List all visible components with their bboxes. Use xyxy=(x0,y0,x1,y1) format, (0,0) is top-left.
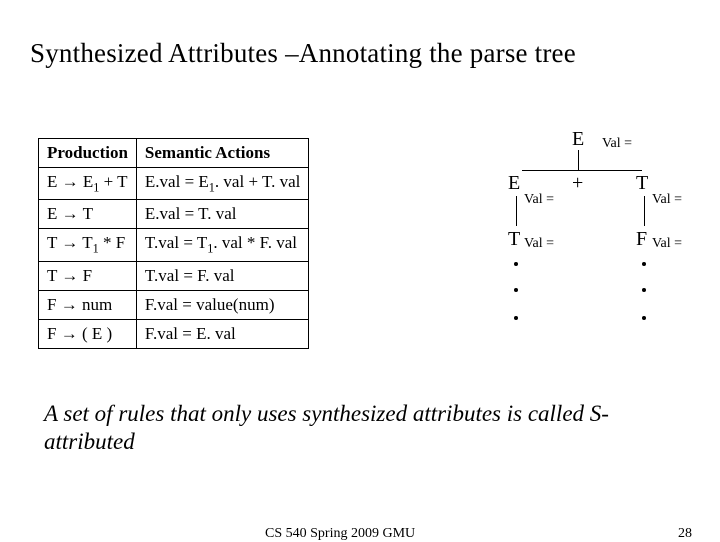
production-cell: T → F xyxy=(39,261,137,290)
action-cell: E.val = E1. val + T. val xyxy=(136,168,308,200)
tree-node-T-anno: Val = xyxy=(652,192,682,208)
tree-node-F: F xyxy=(636,228,647,251)
tree-edge xyxy=(516,196,517,226)
production-cell: F → ( E ) xyxy=(39,319,137,348)
action-cell: T.val = F. val xyxy=(136,261,308,290)
tree-node-T2-anno: Val = xyxy=(524,236,554,252)
tree-node-T: T xyxy=(636,172,648,195)
tree-node-T2: T xyxy=(508,228,520,251)
action-cell: F.val = value(num) xyxy=(136,290,308,319)
table-row: F → numF.val = value(num) xyxy=(39,290,309,319)
production-cell: E → E1 + T xyxy=(39,168,137,200)
tree-node-E: E xyxy=(508,172,520,195)
parse-tree: E Val = E Val = + T Val = T Val = F Val … xyxy=(420,128,700,378)
action-cell: T.val = T1. val * F. val xyxy=(136,229,308,261)
ellipsis-dot xyxy=(642,262,646,266)
col-actions: Semantic Actions xyxy=(136,139,308,168)
table-row: T → T1 * FT.val = T1. val * F. val xyxy=(39,229,309,261)
ellipsis-dot xyxy=(642,288,646,292)
tree-edge xyxy=(578,150,579,170)
production-cell: F → num xyxy=(39,290,137,319)
ellipsis-dot xyxy=(514,262,518,266)
productions-table: Production Semantic Actions E → E1 + TE.… xyxy=(38,138,309,349)
table-row: T → FT.val = F. val xyxy=(39,261,309,290)
tree-node-plus: + xyxy=(572,172,583,195)
tree-edge xyxy=(644,196,645,226)
table-header-row: Production Semantic Actions xyxy=(39,139,309,168)
action-cell: F.val = E. val xyxy=(136,319,308,348)
slide-title: Synthesized Attributes –Annotating the p… xyxy=(30,38,576,69)
col-production: Production xyxy=(39,139,137,168)
summary-text: A set of rules that only uses synthesize… xyxy=(44,400,644,455)
table-row: E → TE.val = T. val xyxy=(39,200,309,229)
tree-hline xyxy=(522,170,642,171)
tree-node-F-anno: Val = xyxy=(652,236,682,252)
action-cell: E.val = T. val xyxy=(136,200,308,229)
table-row: E → E1 + TE.val = E1. val + T. val xyxy=(39,168,309,200)
tree-node-E-anno: Val = xyxy=(524,192,554,208)
production-cell: E → T xyxy=(39,200,137,229)
ellipsis-dot xyxy=(514,288,518,292)
production-cell: T → T1 * F xyxy=(39,229,137,261)
ellipsis-dot xyxy=(642,316,646,320)
table-row: F → ( E )F.val = E. val xyxy=(39,319,309,348)
tree-root-anno: Val = xyxy=(602,136,632,152)
tree-root: E xyxy=(572,128,584,151)
ellipsis-dot xyxy=(514,316,518,320)
